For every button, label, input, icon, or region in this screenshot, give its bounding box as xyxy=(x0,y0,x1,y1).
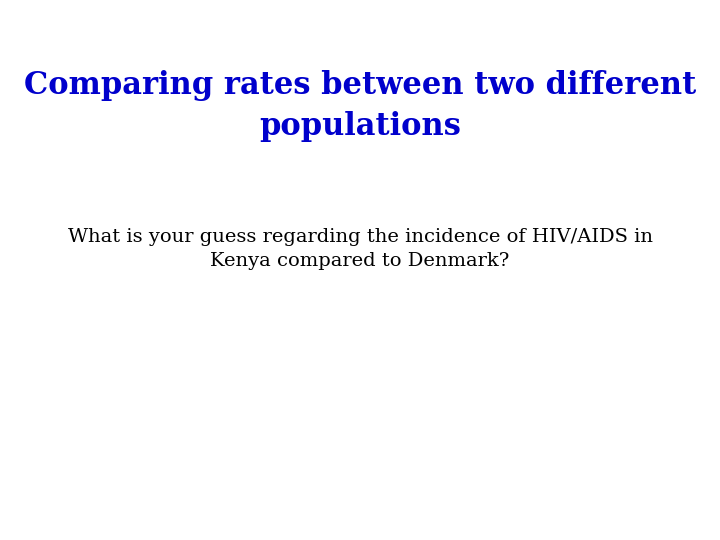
Text: What is your guess regarding the incidence of HIV/AIDS in
Kenya compared to Denm: What is your guess regarding the inciden… xyxy=(68,228,652,269)
Text: Comparing rates between two different
populations: Comparing rates between two different po… xyxy=(24,70,696,141)
